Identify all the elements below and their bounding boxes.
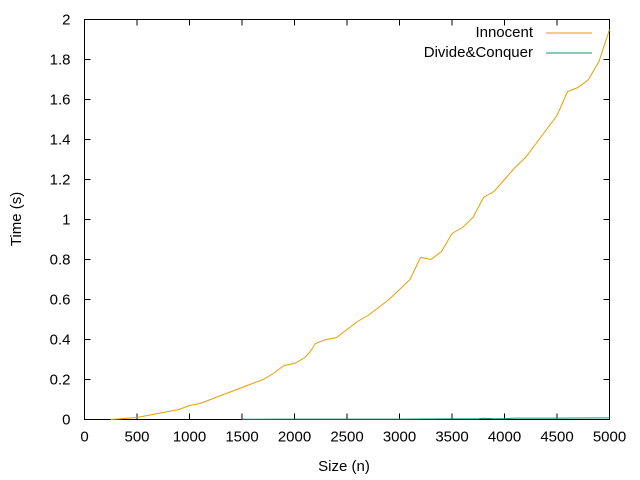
y-tick-label: 0.4 bbox=[50, 332, 71, 349]
legend: Innocent Divide&Conquer bbox=[424, 24, 592, 61]
x-tick-label: 500 bbox=[124, 429, 149, 446]
y-tick-label: 1.6 bbox=[50, 92, 71, 109]
axis-ticks bbox=[84, 19, 610, 420]
y-tick-label: 0 bbox=[62, 412, 70, 429]
x-tick-label: 0 bbox=[80, 429, 88, 446]
y-tick-label: 1.8 bbox=[50, 52, 71, 69]
series-line-divide-conquer bbox=[241, 417, 610, 420]
x-tick-label: 1500 bbox=[225, 429, 258, 446]
x-axis-label: Size (n) bbox=[318, 458, 370, 475]
x-tick-label: 5000 bbox=[593, 429, 626, 446]
legend-label-innocent: Innocent bbox=[475, 24, 533, 41]
series-layer bbox=[110, 29, 610, 420]
y-tick-label: 1 bbox=[62, 212, 70, 229]
legend-label-divide-conquer: Divide&Conquer bbox=[424, 44, 533, 61]
x-tick-label: 2000 bbox=[278, 429, 311, 446]
y-tick-label: 0.6 bbox=[50, 292, 71, 309]
axis-tick-labels: 0 500 1000 1500 2000 2500 3000 3500 4000 4500 5000… bbox=[50, 12, 627, 446]
y-tick-label: 0.8 bbox=[50, 252, 71, 269]
x-tick-label: 2500 bbox=[330, 429, 363, 446]
series-line-innocent bbox=[110, 29, 610, 420]
x-tick-label: 4500 bbox=[540, 429, 573, 446]
y-tick-label: 2 bbox=[62, 12, 70, 29]
x-tick-label: 3500 bbox=[435, 429, 468, 446]
y-tick-label: 1.2 bbox=[50, 172, 71, 189]
plot-frame bbox=[84, 19, 610, 420]
y-tick-label: 0.2 bbox=[50, 372, 71, 389]
x-tick-label: 4000 bbox=[488, 429, 521, 446]
x-tick-label: 3000 bbox=[383, 429, 416, 446]
y-tick-label: 1.4 bbox=[50, 132, 71, 149]
x-tick-label: 1000 bbox=[173, 429, 206, 446]
y-axis-label: Time (s) bbox=[8, 192, 25, 246]
